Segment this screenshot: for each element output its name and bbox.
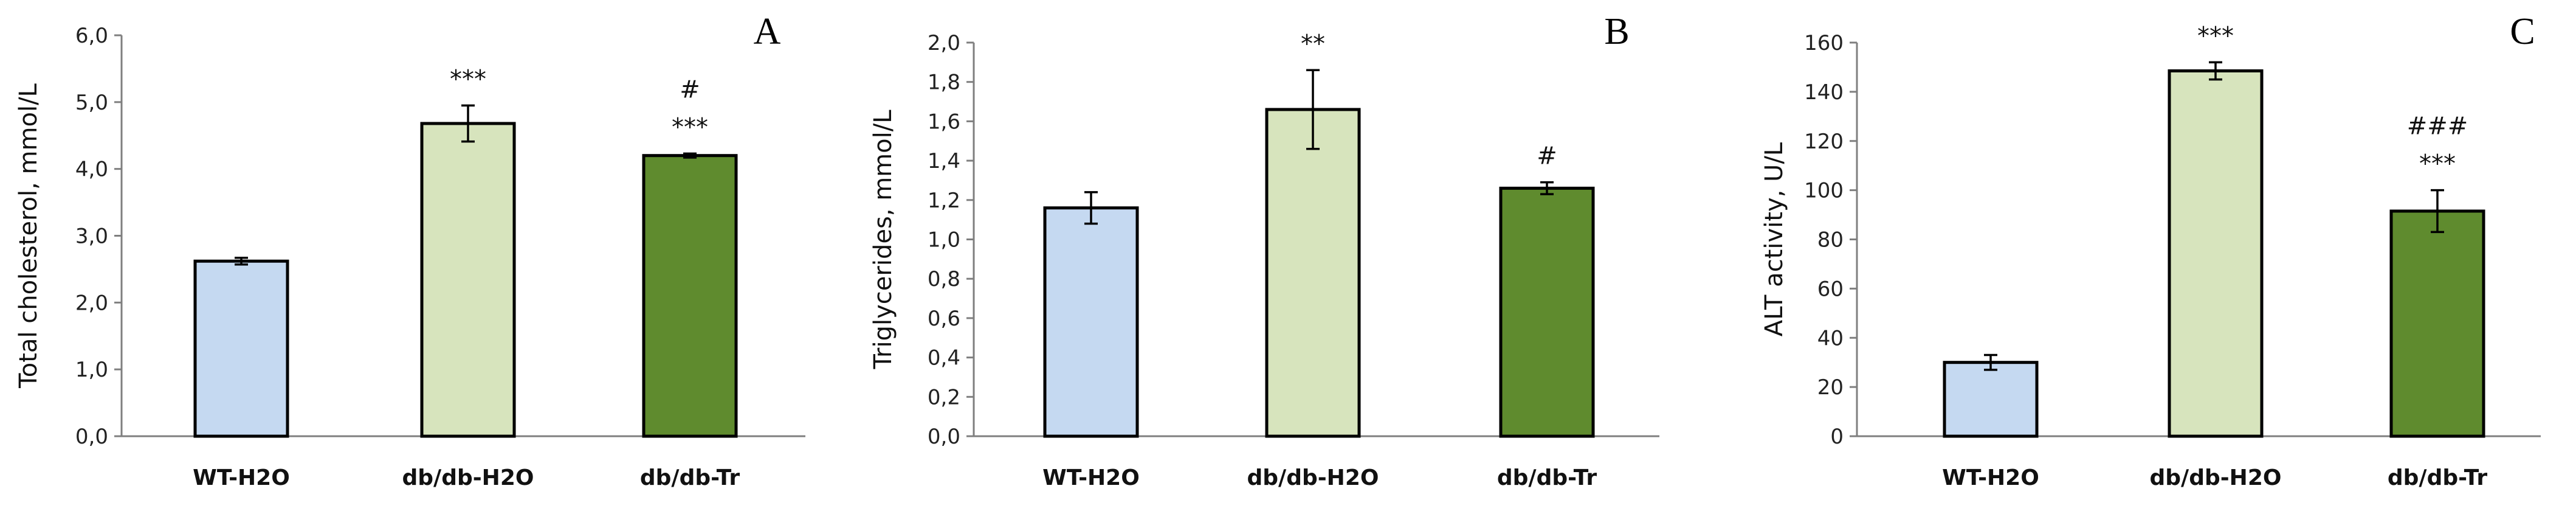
bar — [2168, 69, 2264, 438]
y-tick-label: 2,0 — [75, 291, 108, 315]
y-tick-label: 0,2 — [928, 385, 960, 409]
y-tick-label: 120 — [1804, 130, 1844, 154]
y-tick-label: 80 — [1817, 228, 1844, 252]
y-tick-label: 1,0 — [928, 228, 960, 252]
y-tick-label: 0 — [1830, 425, 1844, 449]
bar — [1043, 206, 1139, 438]
y-axis-label: ALT activity, U/L — [1760, 142, 1788, 336]
significance-label: *** — [450, 65, 486, 93]
y-tick-label: 0,0 — [75, 425, 108, 449]
y-tick-label: 1,0 — [75, 358, 108, 382]
bar — [193, 259, 289, 438]
category-label: db/db-H2O — [1247, 465, 1379, 490]
y-tick-label: 60 — [1817, 277, 1844, 301]
y-tick-label: 5,0 — [75, 91, 108, 115]
y-tick-label: 140 — [1804, 80, 1844, 105]
y-tick-label: 0,6 — [928, 307, 960, 331]
bar — [1943, 361, 2039, 438]
category-label: WT-H2O — [1042, 465, 1140, 490]
y-tick-label: 0,0 — [928, 425, 960, 449]
y-tick-label: 1,2 — [928, 189, 960, 213]
y-tick-label: 160 — [1804, 31, 1844, 55]
bar — [1265, 108, 1361, 438]
chart-panel-B: 0,0 0,2 0,4 0,6 0,8 1,0 1,2 1,4 1,6 1,8 2,0 Triglyc… — [869, 11, 1659, 490]
significance-label: ** — [1301, 30, 1325, 58]
y-tick-label: 2,0 — [928, 31, 960, 55]
bar — [1499, 186, 1595, 438]
category-label: db/db-Tr — [640, 465, 740, 490]
panel-letter: C — [2510, 11, 2535, 52]
category-label: db/db-Tr — [2388, 465, 2487, 490]
category-label: db/db-Tr — [1497, 465, 1597, 490]
y-tick-label: 6,0 — [75, 24, 108, 48]
y-tick-label: 0,4 — [928, 346, 960, 371]
chart-panel-A: 0,0 1,0 2,0 3,0 4,0 5,0 6,0 Total cholesterol, … — [15, 11, 805, 490]
chart-panel-C: 0 20 40 60 80 100 120 140 160 ALT activity, U/L C W… — [1760, 11, 2541, 490]
y-tick-label: 1,8 — [928, 71, 960, 95]
significance-label: *** — [672, 113, 708, 141]
significance-label: ### — [2407, 113, 2468, 141]
bar — [2389, 209, 2485, 438]
category-label: WT-H2O — [193, 465, 290, 490]
y-tick-label: 0,8 — [928, 267, 960, 291]
y-tick-label: 1,4 — [928, 149, 960, 173]
y-tick-label: 40 — [1817, 326, 1844, 350]
y-tick-label: 100 — [1804, 179, 1844, 203]
y-tick-label: 1,6 — [928, 110, 960, 134]
category-label: db/db-H2O — [402, 465, 534, 490]
bar — [642, 154, 738, 438]
panel-letter: A — [754, 11, 781, 52]
significance-label: *** — [2419, 150, 2456, 178]
y-tick-label: 4,0 — [75, 158, 108, 182]
significance-label: # — [1537, 142, 1557, 170]
y-axis-label: Total cholesterol, mmol/L — [15, 83, 43, 388]
y-tick-label: 3,0 — [75, 224, 108, 249]
bar — [420, 122, 516, 438]
y-tick-label: 20 — [1817, 375, 1844, 400]
significance-label: *** — [2197, 22, 2234, 50]
category-label: WT-H2O — [1942, 465, 2039, 490]
y-axis-label: Triglycerides, mmol/L — [869, 110, 897, 370]
category-label: db/db-H2O — [2150, 465, 2282, 490]
significance-label: # — [680, 75, 700, 103]
panel-letter: B — [1604, 11, 1629, 52]
